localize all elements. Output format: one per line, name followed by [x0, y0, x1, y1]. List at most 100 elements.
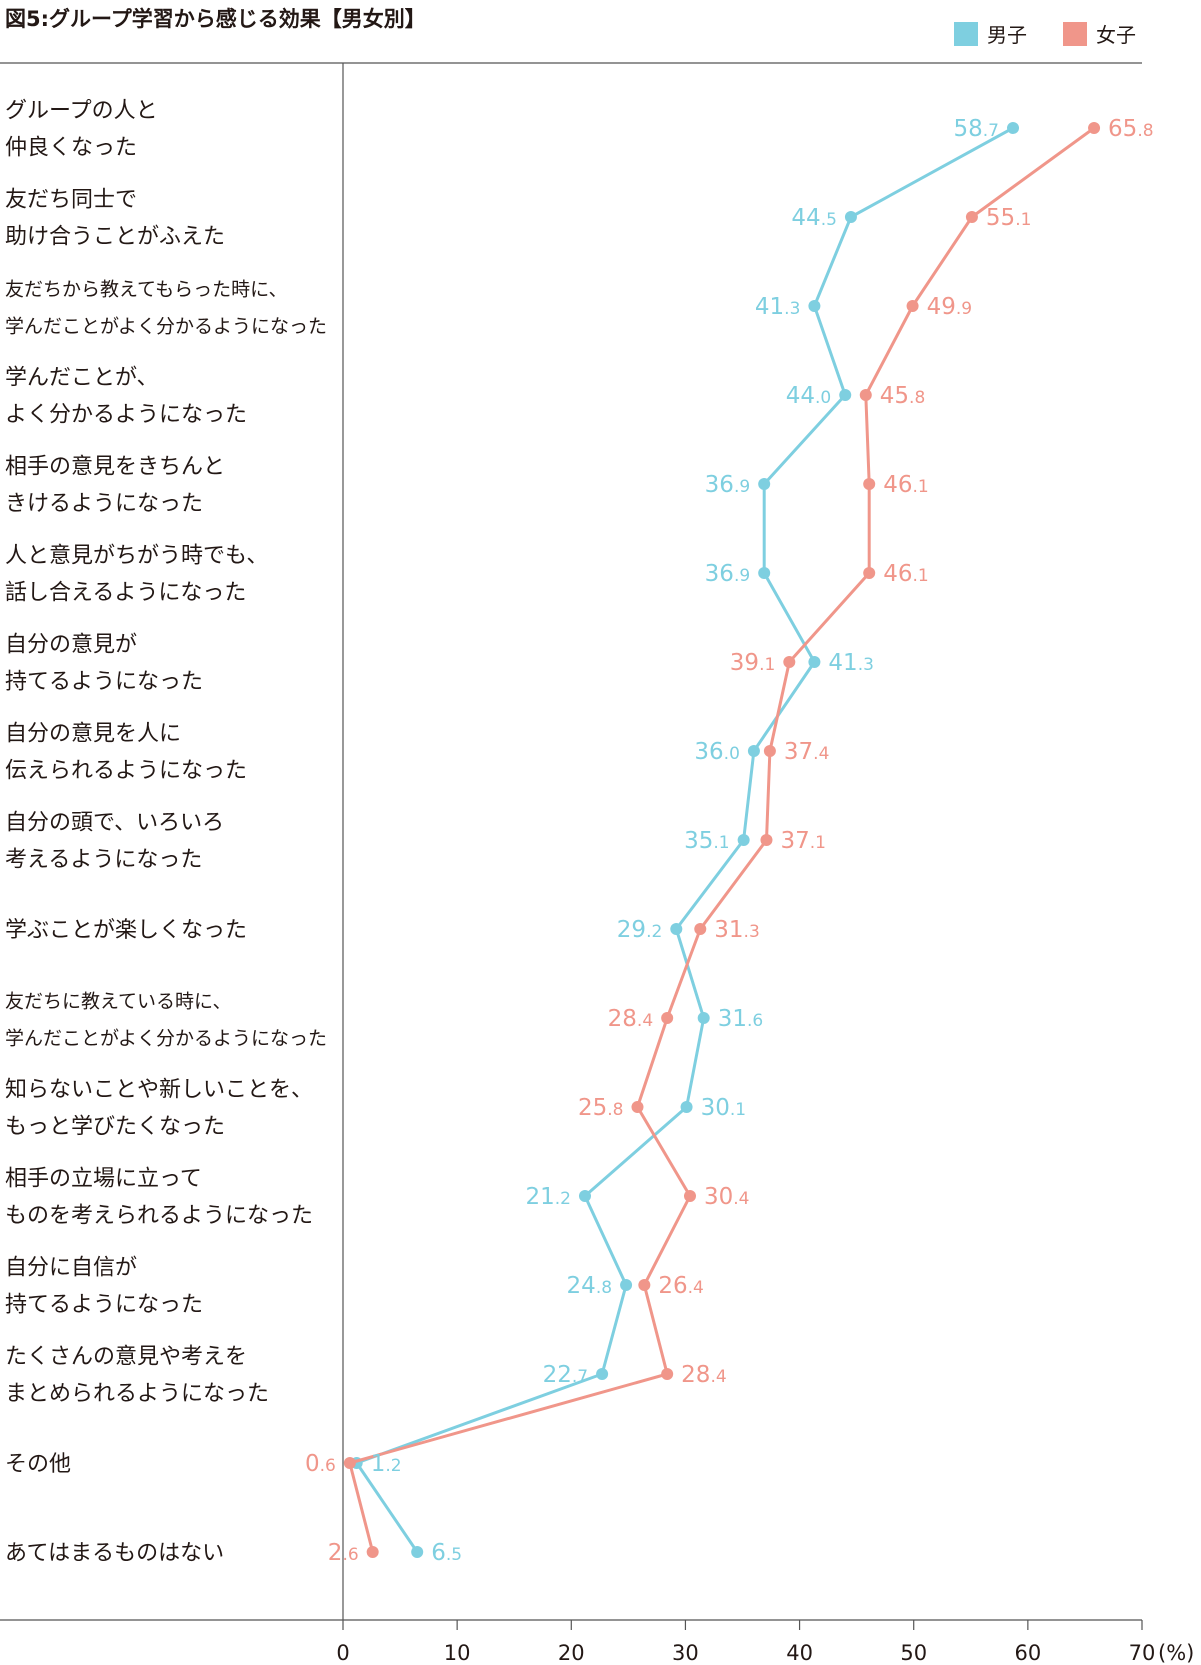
- category-label-line: 友だち同士で: [5, 188, 137, 213]
- category-label-line: 相手の立場に立って: [5, 1167, 202, 1192]
- data-label: 37.4: [784, 739, 830, 765]
- data-point: [863, 567, 876, 579]
- data-point: [737, 834, 750, 846]
- x-tick-label: 40: [786, 1641, 813, 1665]
- data-point: [661, 1012, 674, 1024]
- category-label: 学ぶことが楽しくなった: [5, 918, 247, 943]
- data-point: [683, 1190, 696, 1202]
- data-label: 44.5: [791, 205, 837, 231]
- data-point: [680, 1101, 693, 1113]
- data-label: 28.4: [681, 1362, 727, 1388]
- data-label: 36.0: [694, 739, 740, 765]
- category-label: 人と意見がちがう時でも、話し合えるようになった: [5, 544, 268, 606]
- data-label: 30.4: [704, 1184, 750, 1210]
- category-label: 友だちから教えてもらった時に、学んだことがよく分かるようになった: [5, 279, 327, 338]
- data-point: [839, 389, 852, 401]
- x-tick-label: 10: [444, 1641, 471, 1665]
- category-label: 友だちに教えている時に、学んだことがよく分かるようになった: [5, 991, 327, 1050]
- category-label-line: 自分の頭で、いろいろ: [5, 811, 224, 836]
- data-labels-0: 58.7 44.5 41.3 44.0 36.9 36.9 41.3 36.0 35.1 29.2…: [371, 116, 999, 1566]
- category-label: 学んだことが、よく分かるようになった: [5, 366, 247, 428]
- category-label-line: 学んだことが、: [5, 366, 159, 391]
- legend: 男子 女子: [954, 22, 1136, 47]
- category-label-line: グループの人と: [5, 99, 158, 124]
- data-point: [661, 1368, 674, 1380]
- category-label-line: きけるようになった: [5, 492, 203, 517]
- data-point: [763, 745, 776, 757]
- category-label-line: 自分の意見が: [5, 633, 137, 658]
- category-label-line: 話し合えるようになった: [5, 581, 246, 606]
- category-label: たくさんの意見や考えをまとめられるようになった: [5, 1345, 269, 1407]
- category-label: 知らないことや新しいことを、もっと学びたくなった: [5, 1078, 313, 1140]
- x-axis-ticks: 0 10 20 30 40 50 60 70: [336, 1620, 1155, 1665]
- data-point: [760, 834, 773, 846]
- unit-label: (%): [1158, 1641, 1194, 1665]
- data-label: 58.7: [954, 116, 1000, 142]
- data-point: [596, 1368, 609, 1380]
- data-point: [859, 389, 872, 401]
- category-label-line: 仲良くなった: [5, 136, 137, 161]
- category-label: 友だち同士で助け合うことがふえた: [5, 188, 225, 250]
- data-point: [697, 1012, 710, 1024]
- data-point: [844, 211, 857, 223]
- data-point: [863, 478, 876, 490]
- legend-label-boys: 男子: [987, 23, 1027, 47]
- category-label-line: 自分の意見を人に: [5, 722, 181, 747]
- category-label: 自分に自信が持てるようになった: [5, 1256, 203, 1318]
- data-label: 36.9: [705, 472, 751, 498]
- data-point: [758, 478, 771, 490]
- data-point: [747, 745, 760, 757]
- data-label: 0.6: [305, 1451, 336, 1477]
- category-label-line: 知らないことや新しいことを、: [5, 1078, 313, 1103]
- data-label: 21.2: [525, 1184, 571, 1210]
- data-label: 41.3: [755, 294, 801, 320]
- data-point: [631, 1101, 644, 1113]
- data-label: 46.1: [883, 472, 929, 498]
- category-label-line: 助け合うことがふえた: [5, 225, 225, 250]
- x-tick-label: 30: [672, 1641, 699, 1665]
- x-tick-label: 60: [1014, 1641, 1041, 1665]
- category-label-line: よく分かるようになった: [5, 403, 247, 428]
- data-point: [366, 1546, 379, 1558]
- data-point: [670, 923, 683, 935]
- category-label-line: 持てるようになった: [5, 670, 203, 695]
- data-label: 65.8: [1108, 116, 1154, 142]
- data-label: 24.8: [567, 1273, 613, 1299]
- category-label-line: 伝えられるようになった: [5, 759, 247, 784]
- data-label: 2.6: [328, 1540, 359, 1566]
- category-label-line: たくさんの意見や考えを: [5, 1345, 247, 1370]
- data-point: [1088, 122, 1101, 134]
- data-label: 25.8: [578, 1095, 624, 1121]
- series-layer: 58.7 44.5 41.3 44.0 36.9 36.9 41.3 36.0 35.1 29.2…: [305, 116, 1154, 1566]
- data-label: 29.2: [617, 917, 663, 943]
- category-labels: グループの人と仲良くなった友だち同士で助け合うことがふえた友だちから教えてもらっ…: [5, 99, 327, 1567]
- data-labels-1: 65.8 55.1 49.9 45.8 46.1 46.1 39.1 37.4 37.1 31.3…: [305, 116, 1154, 1566]
- data-point: [808, 656, 821, 668]
- data-point: [1007, 122, 1020, 134]
- data-label: 44.0: [786, 383, 832, 409]
- data-point: [343, 1457, 356, 1469]
- category-label-line: 学ぶことが楽しくなった: [5, 918, 247, 943]
- data-label: 1.2: [371, 1451, 402, 1477]
- category-label-line: その他: [5, 1452, 71, 1477]
- legend-swatch-boys: [954, 22, 978, 46]
- category-label: グループの人と仲良くなった: [5, 99, 158, 161]
- category-label-line: 学んだことがよく分かるようになった: [5, 1028, 327, 1050]
- category-label-line: 学んだことがよく分かるようになった: [5, 316, 327, 338]
- data-point: [411, 1546, 424, 1558]
- category-label-line: 持てるようになった: [5, 1293, 203, 1318]
- legend-swatch-girls: [1063, 22, 1087, 46]
- category-label-line: 自分に自信が: [5, 1256, 137, 1281]
- data-label: 46.1: [883, 561, 929, 587]
- data-point: [906, 300, 919, 312]
- data-label: 6.5: [431, 1540, 462, 1566]
- category-label-line: 友だちに教えている時に、: [5, 991, 231, 1013]
- data-point: [965, 211, 978, 223]
- category-label-line: 考えるようになった: [5, 848, 202, 873]
- category-label-line: もっと学びたくなった: [5, 1115, 225, 1140]
- data-label: 45.8: [880, 383, 926, 409]
- data-point: [578, 1190, 591, 1202]
- category-label: 相手の立場に立ってものを考えられるようになった: [5, 1167, 313, 1229]
- data-label: 31.3: [714, 917, 760, 943]
